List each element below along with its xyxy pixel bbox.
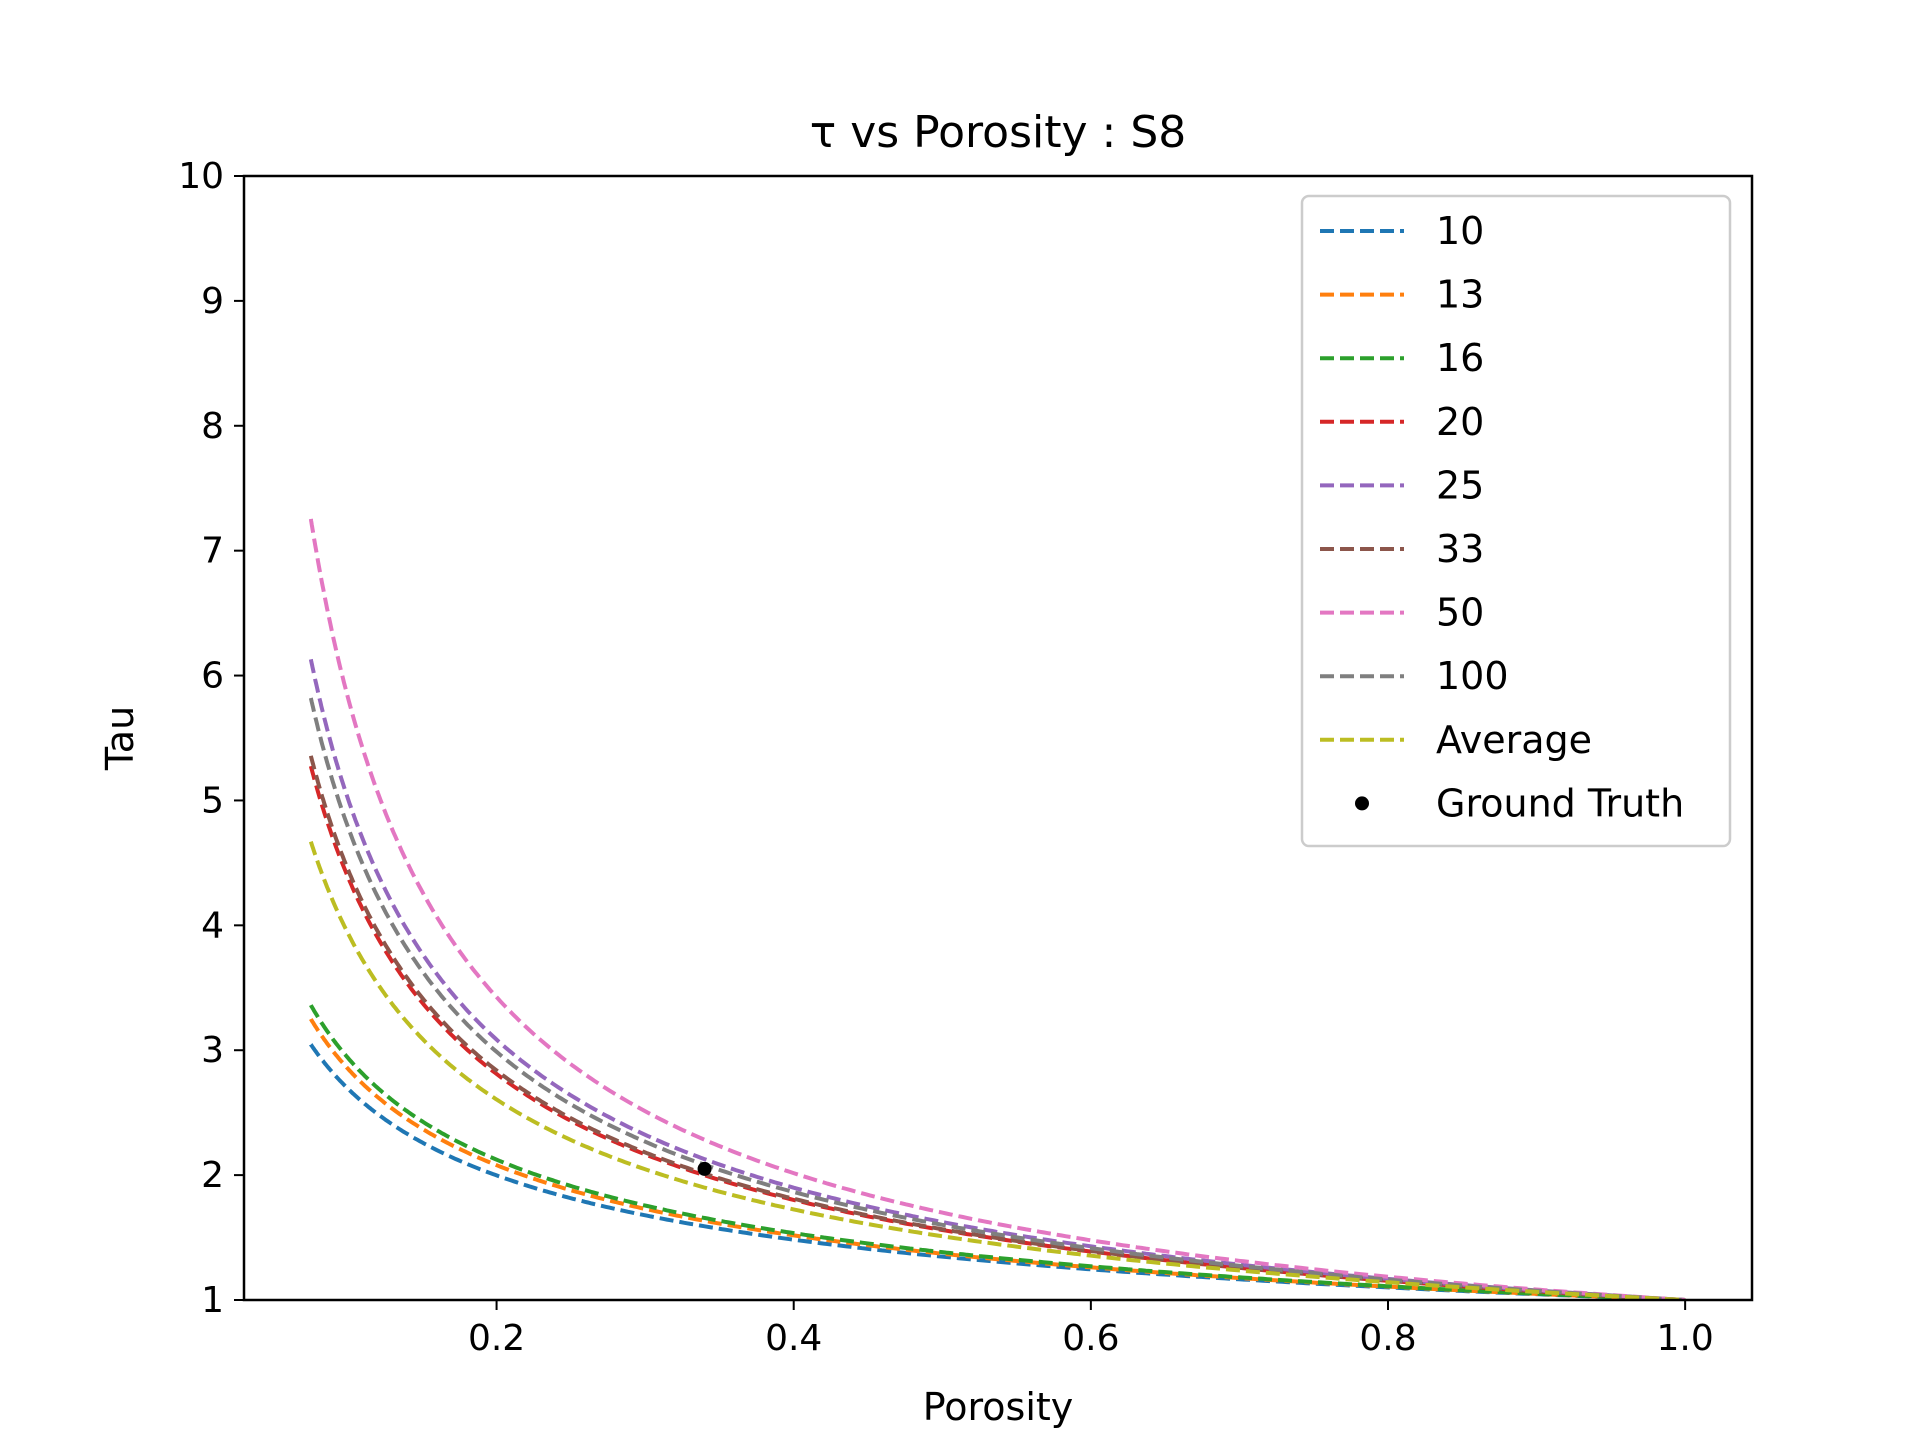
y-tick-label: 9	[201, 281, 224, 322]
legend-label: 33	[1436, 527, 1484, 571]
x-axis-label: Porosity	[923, 1385, 1074, 1429]
legend-label: Average	[1436, 718, 1592, 762]
x-tick-label: 0.4	[765, 1318, 822, 1359]
legend-swatch-ground-truth	[1355, 796, 1369, 811]
y-tick-label: 5	[201, 780, 224, 821]
legend-label: 20	[1436, 400, 1484, 444]
series-layer	[308, 518, 1686, 1300]
legend-items: 10 13 16 20 25 33 50 100 Average Ground Truth	[1320, 209, 1684, 825]
x-tick-label: 0.2	[468, 1318, 525, 1359]
y-tick-label: 6	[201, 656, 224, 697]
legend-label: 10	[1436, 209, 1484, 253]
x-tick-label: 0.8	[1359, 1318, 1416, 1359]
legend-label: Ground Truth	[1436, 781, 1684, 825]
x-tick-label: 1.0	[1657, 1318, 1714, 1359]
y-axis-label: Tau	[98, 706, 142, 771]
series-line-50	[308, 518, 1686, 1300]
chart-title: τ vs Porosity : S8	[810, 107, 1187, 158]
x-tick-label: 0.6	[1062, 1318, 1119, 1359]
y-tick-label: 4	[201, 905, 224, 946]
plot-frame	[242, 174, 1754, 1302]
y-tick-label: 2	[201, 1155, 224, 1196]
ground-truth-point	[697, 1161, 712, 1176]
y-tick-label: 8	[201, 406, 224, 447]
series-line-13	[309, 1018, 1686, 1300]
legend-label: 50	[1436, 591, 1484, 635]
x-axis: 0.2 0.4 0.6 0.8 1.0	[468, 1300, 1714, 1359]
legend-box	[1300, 194, 1732, 848]
series-line-25	[308, 658, 1686, 1300]
legend-label: 25	[1436, 463, 1484, 507]
y-tick-label: 7	[201, 531, 224, 572]
legend: 10 13 16 20 25 33 50 100 Average Ground Truth	[1300, 194, 1732, 848]
series-line-100	[308, 697, 1686, 1300]
series-line-average	[309, 840, 1686, 1300]
y-tick-label: 3	[201, 1030, 224, 1071]
legend-label: 16	[1436, 336, 1484, 380]
legend-label: 13	[1436, 273, 1484, 317]
legend-label: 100	[1436, 654, 1509, 698]
y-tick-label: 10	[178, 156, 224, 197]
y-tick-label: 1	[201, 1280, 224, 1321]
y-axis: 1 2 3 4 5 6 7 8 9 10	[178, 156, 244, 1321]
series-line-16	[309, 1004, 1686, 1300]
